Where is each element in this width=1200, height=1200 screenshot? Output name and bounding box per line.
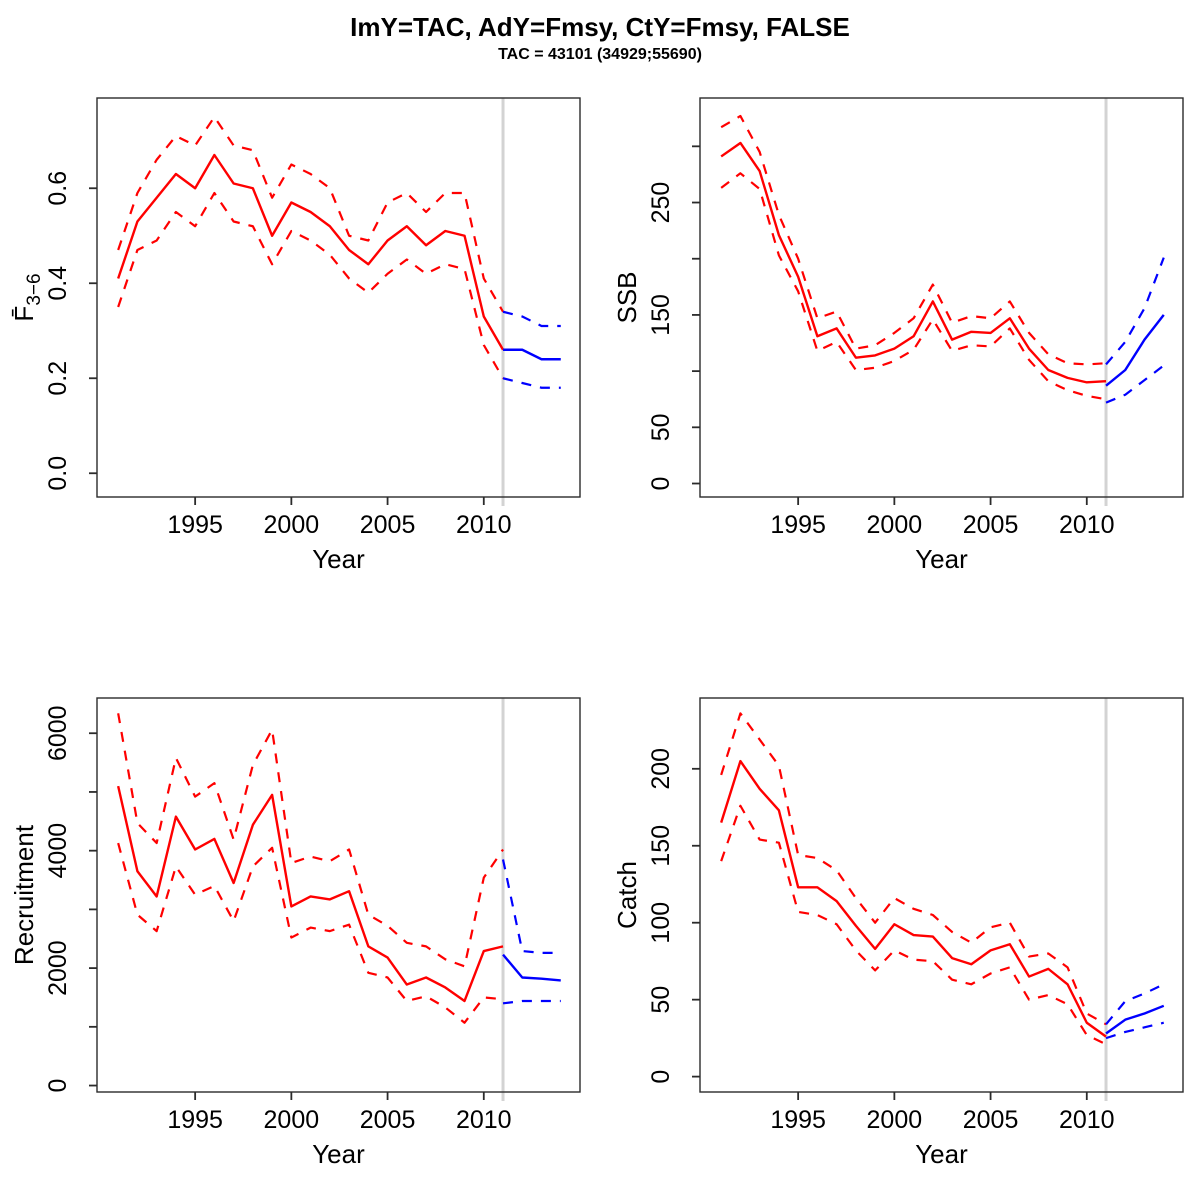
x-tick-label: 2005 bbox=[360, 1106, 416, 1134]
y-tick-label: 200 bbox=[647, 748, 675, 790]
x-axis-title: Year bbox=[915, 1139, 968, 1169]
forecast-median-line bbox=[1105, 1004, 1165, 1035]
y-tick-label: 0 bbox=[44, 1079, 72, 1093]
y-tick-label: 0.0 bbox=[44, 456, 72, 491]
y-axis: 0 50 150 250 bbox=[647, 145, 700, 491]
x-tick-label: 2000 bbox=[867, 1106, 923, 1134]
forecast-upper-band-line bbox=[1105, 983, 1165, 1025]
x-tick-label: 1995 bbox=[167, 511, 223, 539]
y-tick-label: 4000 bbox=[44, 823, 72, 879]
x-tick-label: 2005 bbox=[963, 1106, 1019, 1134]
y-tick-label: 2000 bbox=[44, 940, 72, 996]
historic-upper-band-line bbox=[117, 713, 504, 968]
historic-upper-band-line bbox=[720, 114, 1107, 366]
y-axis-title: F̄3−6 bbox=[9, 273, 45, 321]
x-tick-label: 1995 bbox=[770, 511, 826, 539]
y-axis: 0 50 100 150 200 bbox=[647, 748, 700, 1084]
y-axis-title: SSB bbox=[612, 271, 642, 323]
x-axis-title: Year bbox=[312, 544, 365, 574]
y-tick-label: 100 bbox=[647, 902, 675, 944]
x-tick-label: 1995 bbox=[770, 1106, 826, 1134]
figure-header: ImY=TAC, AdY=Fmsy, CtY=Fmsy, FALSE TAC =… bbox=[0, 0, 1200, 64]
x-tick-label: 2010 bbox=[1059, 1106, 1115, 1134]
y-tick-label: 0 bbox=[647, 477, 675, 491]
x-axis: 1995 2000 2005 2010 bbox=[770, 1092, 1115, 1134]
chart-fbar: 0.0 0.2 0.4 0.6 F̄3−6 1995 2000 2005 2010 Year bbox=[9, 97, 581, 574]
y-tick-label: 50 bbox=[647, 986, 675, 1014]
forecast-upper-band-line bbox=[501, 859, 561, 954]
x-tick-label: 2005 bbox=[963, 511, 1019, 539]
historic-upper-band-line bbox=[720, 712, 1107, 1026]
chart-ssb: 0 50 150 250 SSB 1995 2000 2005 2010 Year bbox=[612, 97, 1184, 574]
historic-median-line bbox=[117, 153, 505, 351]
y-tick-label: 0.6 bbox=[44, 171, 72, 206]
y-axis: 0 2000 4000 6000 bbox=[44, 705, 97, 1092]
historic-median-line bbox=[720, 141, 1107, 384]
x-axis: 1995 2000 2005 2010 bbox=[167, 1092, 512, 1134]
y-tick-label: 50 bbox=[647, 413, 675, 441]
x-tick-label: 2000 bbox=[264, 511, 320, 539]
x-axis: 1995 2000 2005 2010 bbox=[167, 497, 512, 539]
y-axis-title: Recruitment bbox=[9, 824, 39, 965]
y-axis: 0.0 0.2 0.4 0.6 bbox=[44, 171, 97, 491]
x-tick-label: 2010 bbox=[1059, 511, 1115, 539]
forecast-lower-band-line bbox=[502, 999, 561, 1005]
forecast-upper-band-line bbox=[502, 310, 561, 328]
x-tick-label: 2010 bbox=[456, 1106, 512, 1134]
x-tick-label: 2010 bbox=[456, 511, 512, 539]
forecast-median-line bbox=[503, 348, 561, 361]
figure-title: ImY=TAC, AdY=Fmsy, CtY=Fmsy, FALSE bbox=[350, 12, 850, 42]
y-tick-label: 0 bbox=[647, 1070, 675, 1084]
forecast-lower-band-line bbox=[1105, 364, 1165, 404]
x-axis: 1995 2000 2005 2010 bbox=[770, 497, 1115, 539]
historic-lower-band-line bbox=[117, 191, 504, 379]
plot-border bbox=[699, 697, 1184, 1093]
forecast-median-line bbox=[1105, 314, 1165, 387]
forecast-median-line bbox=[502, 953, 561, 982]
historic-lower-band-line bbox=[720, 804, 1107, 1046]
y-axis-title: Catch bbox=[612, 861, 642, 929]
chart-recruitment: 0 2000 4000 6000 Recruitment 1995 2000 2005 2010… bbox=[9, 697, 581, 1169]
y-tick-label: 150 bbox=[647, 825, 675, 867]
historic-lower-band-line bbox=[720, 172, 1107, 401]
x-axis-title: Year bbox=[312, 1139, 365, 1169]
x-tick-label: 2000 bbox=[264, 1106, 320, 1134]
chart-catch: 0 50 100 150 200 Catch 1995 2000 2005 2010 Year bbox=[612, 697, 1184, 1169]
y-tick-label: 0.4 bbox=[44, 266, 72, 301]
y-tick-label: 6000 bbox=[44, 705, 72, 761]
figure-subtitle: TAC = 43101 (34929;55690) bbox=[498, 46, 702, 63]
plot-border bbox=[699, 97, 1184, 498]
forecast-upper-band-line bbox=[1105, 257, 1165, 366]
historic-median-line bbox=[116, 785, 504, 1003]
plot-border bbox=[96, 697, 581, 1093]
forecast-lower-band-line bbox=[502, 377, 561, 389]
y-tick-label: 0.2 bbox=[44, 361, 72, 396]
historic-median-line bbox=[720, 759, 1107, 1038]
historic-lower-band-line bbox=[117, 842, 504, 1024]
x-tick-label: 2005 bbox=[360, 511, 416, 539]
x-tick-label: 1995 bbox=[167, 1106, 223, 1134]
historic-upper-band-line bbox=[117, 115, 504, 313]
y-tick-label: 150 bbox=[647, 294, 675, 336]
x-axis-title: Year bbox=[915, 544, 968, 574]
y-tick-label: 250 bbox=[647, 182, 675, 224]
forecast-lower-band-line bbox=[1105, 1021, 1165, 1040]
plot-border bbox=[96, 97, 581, 498]
x-tick-label: 2000 bbox=[867, 511, 923, 539]
